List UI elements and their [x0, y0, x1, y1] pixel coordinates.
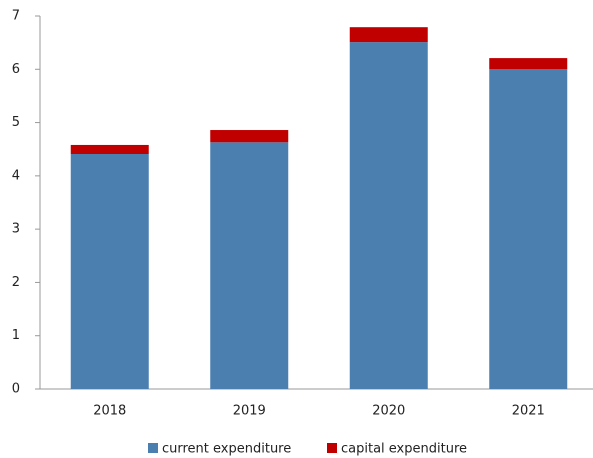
bar-segment	[349, 27, 428, 43]
y-tick-label: 6	[12, 62, 20, 77]
x-tick-label: 2021	[512, 404, 545, 419]
legend-swatch	[327, 443, 337, 453]
bar-segment	[349, 42, 428, 390]
y-tick-label: 2	[12, 275, 20, 290]
bar-segment	[489, 58, 568, 70]
y-tick-label: 5	[12, 115, 20, 130]
x-tick-label: 2020	[372, 404, 405, 419]
y-tick-label: 4	[12, 168, 20, 183]
bar-segment	[70, 154, 149, 389]
bar-segment	[489, 69, 568, 390]
y-tick-label: 0	[12, 382, 20, 397]
x-tick-label: 2018	[93, 404, 126, 419]
x-tick-label: 2019	[233, 404, 266, 419]
legend-label: capital expenditure	[341, 442, 467, 457]
bar-segment	[70, 144, 149, 155]
bar-segment	[210, 130, 289, 143]
y-tick-label: 3	[12, 222, 20, 237]
bar-segment	[210, 142, 289, 389]
legend-swatch	[148, 443, 158, 453]
y-tick-label: 7	[12, 9, 20, 24]
legend-label: current expenditure	[162, 442, 291, 457]
y-tick-label: 1	[12, 328, 20, 343]
